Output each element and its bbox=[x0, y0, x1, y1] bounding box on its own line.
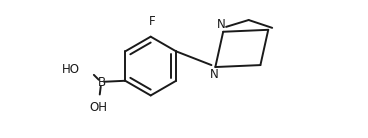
Text: F: F bbox=[149, 15, 156, 28]
Text: N: N bbox=[210, 68, 219, 81]
Text: B: B bbox=[98, 76, 106, 89]
Text: N: N bbox=[217, 18, 226, 31]
Text: HO: HO bbox=[62, 63, 80, 76]
Text: OH: OH bbox=[90, 101, 108, 114]
